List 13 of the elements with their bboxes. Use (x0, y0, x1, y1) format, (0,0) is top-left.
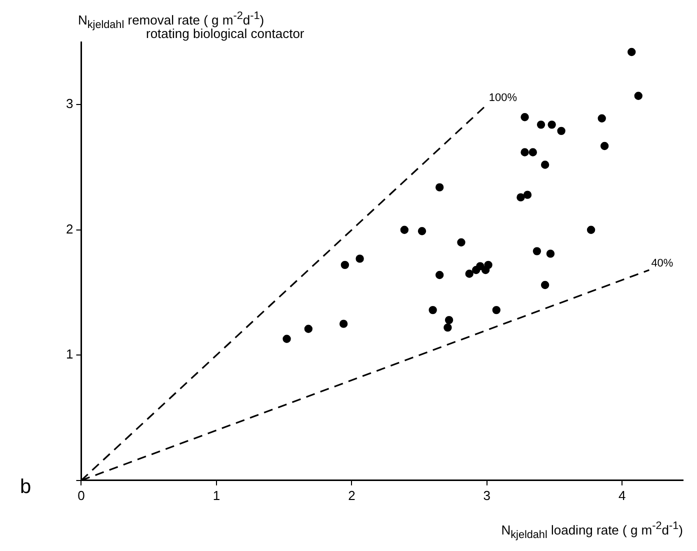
y-tick-label: 3 (66, 96, 74, 112)
y-tick-label: 2 (66, 221, 74, 236)
series-label: 100% (488, 92, 518, 104)
y-tick-label: 1 (66, 346, 74, 362)
chart-subtitle: rotating biological contactor (146, 26, 304, 41)
x-tick-label: 4 (618, 488, 626, 503)
series-label: 40% (651, 258, 674, 270)
x-tick-label: 0 (78, 488, 85, 503)
x-tick-label: 1 (212, 488, 220, 503)
text: b (20, 476, 32, 499)
x-tick-label: 3 (483, 488, 491, 503)
x-axis-title: N$_{kjeldahl}$ loading rate ( g m$^{-2}$d$^{-1}$) (501, 520, 683, 541)
x-tick-label: 2 (348, 488, 356, 503)
